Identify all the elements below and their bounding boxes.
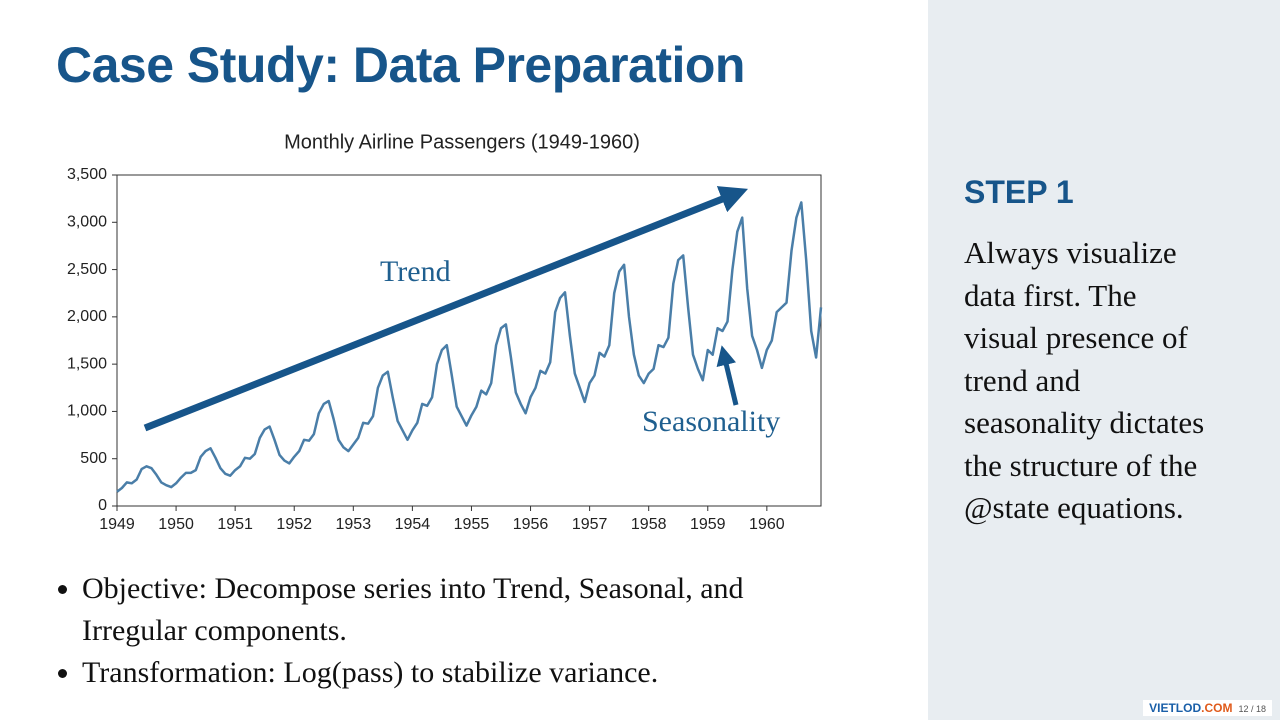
- seasonality-arrow: [716, 345, 739, 406]
- x-tick-label: 1949: [99, 516, 135, 533]
- x-tick-label: 1955: [454, 516, 490, 533]
- side-line: visual presence of: [964, 320, 1188, 355]
- plot-frame: [116, 174, 822, 507]
- x-tick-label: 1956: [513, 516, 549, 533]
- y-tick-label: 2,000: [67, 308, 107, 325]
- footer: VIETLOD.COM 12 / 18: [1143, 700, 1272, 716]
- chart: Monthly Airline Passengers (1949-1960) 0…: [67, 131, 823, 533]
- x-tick-label: 1958: [631, 516, 667, 533]
- x-tick-label: 1950: [158, 516, 194, 533]
- x-tick-label: 1959: [690, 516, 726, 533]
- data-line: [116, 201, 823, 493]
- annotation: Trend: [380, 255, 451, 288]
- bullet: Transformation: Log(pass) to stabilize v…: [82, 652, 852, 694]
- brand-suffix: .COM: [1201, 701, 1233, 715]
- bullet: Objective: Decompose series into Trend, …: [82, 568, 852, 652]
- annotation: Seasonality: [642, 405, 780, 438]
- y-tick-label: 3,500: [67, 166, 107, 183]
- x-tick-label: 1953: [336, 516, 372, 533]
- side-line: Always visualize: [964, 235, 1177, 270]
- x-tick-label: 1954: [395, 516, 431, 533]
- chart-title: Monthly Airline Passengers (1949-1960): [284, 131, 640, 153]
- side-line: data first. The: [964, 277, 1137, 313]
- x-tick-label: 1960: [749, 516, 785, 533]
- side-line: trend and: [964, 362, 1081, 398]
- side-line: the structure of the: [964, 447, 1198, 483]
- page-number: 12 / 18: [1238, 704, 1266, 714]
- y-tick-label: 500: [80, 450, 107, 467]
- x-tick-label: 1951: [217, 516, 253, 533]
- trend-arrow: [143, 186, 749, 432]
- slide-title: Case Study: Data Preparation: [56, 37, 745, 93]
- bullet-list: Objective: Decompose series into Trend, …: [52, 568, 852, 694]
- y-tick-label: 3,000: [67, 214, 107, 231]
- side-line: seasonality dictates: [964, 405, 1205, 440]
- x-tick-label: 1952: [276, 516, 312, 533]
- brand: VIETLOD: [1149, 701, 1202, 715]
- x-tick-label: 1957: [572, 516, 608, 533]
- y-tick-label: 2,500: [67, 261, 107, 278]
- y-tick-label: 1,000: [67, 403, 107, 420]
- side-heading: STEP 1: [964, 174, 1074, 210]
- side-text: Always visualize data first. The visual pr…: [964, 232, 1204, 530]
- side-line: @state equations.: [964, 490, 1184, 525]
- y-tick-label: 0: [98, 497, 107, 514]
- side-panel: STEP 1 Always visualize data first. The vi…: [928, 0, 1280, 720]
- y-tick-label: 1,500: [67, 355, 107, 372]
